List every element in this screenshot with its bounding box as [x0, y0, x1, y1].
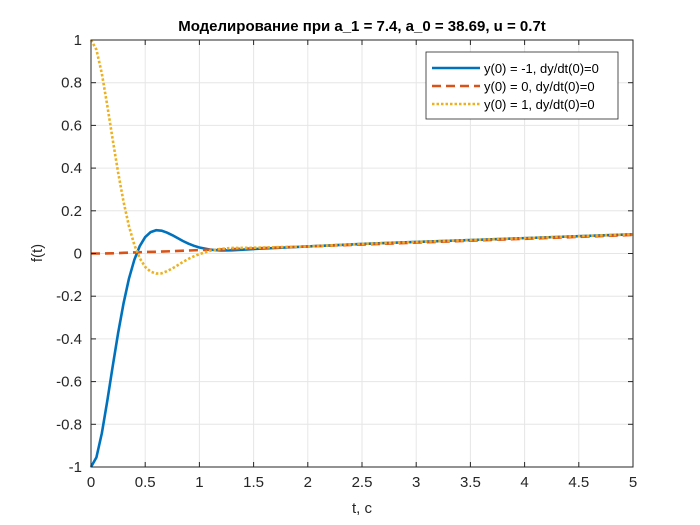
x-tick-label: 2 — [304, 474, 312, 491]
legend-label-1: y(0) = -1, dy/dt(0)=0 — [484, 61, 599, 76]
series-line-3 — [89, 39, 634, 275]
x-tick-label: 3 — [412, 474, 420, 491]
y-tick-label: 0.8 — [61, 75, 82, 92]
y-tick-label: -0.8 — [56, 416, 82, 433]
axis-ticks: 0 0.5 1 1.5 2 2.5 3 3.5 4 4.5 5 -1 -0.8 -0.6 -0.4 -0.2 0… — [56, 32, 637, 491]
chart-title: Моделирование при a_1 = 7.4, a_0 = 38.69… — [178, 18, 546, 35]
legend: y(0) = -1, dy/dt(0)=0 y(0) = 0, dy/dt(0)=… — [425, 51, 619, 120]
x-tick-label: 4 — [520, 474, 528, 491]
x-tick-label: 2.5 — [352, 474, 373, 491]
y-axis-label: f(t) — [29, 244, 46, 262]
y-tick-label: -1 — [69, 459, 82, 476]
legend-label-3: y(0) = 1, dy/dt(0)=0 — [484, 97, 595, 112]
x-tick-label: 1 — [195, 474, 203, 491]
y-tick-label: 0.2 — [61, 203, 82, 220]
series-group — [89, 39, 634, 468]
y-tick-label: 0 — [74, 246, 82, 263]
x-tick-label: 5 — [629, 474, 637, 491]
legend-label-2: y(0) = 0, dy/dt(0)=0 — [484, 79, 595, 94]
x-tick-label: 0 — [87, 474, 95, 491]
y-tick-label: 1 — [74, 32, 82, 49]
x-tick-label: 3.5 — [460, 474, 481, 491]
legend-box — [425, 51, 619, 120]
y-tick-label: -0.2 — [56, 288, 82, 305]
x-tick-label: 1.5 — [243, 474, 264, 491]
x-tick-label: 0.5 — [135, 474, 156, 491]
x-tick-label: 4.5 — [568, 474, 589, 491]
y-tick-label: -0.6 — [56, 374, 82, 391]
y-tick-label: 0.4 — [61, 160, 82, 177]
y-tick-label: -0.4 — [56, 331, 82, 348]
y-tick-label: 0.6 — [61, 117, 82, 134]
x-axis-label: t, c — [352, 500, 373, 517]
